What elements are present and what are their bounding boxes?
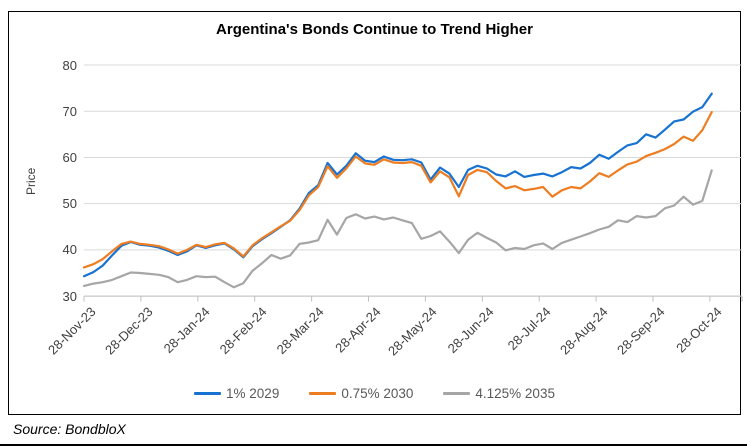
- y-tick-label: 30: [62, 288, 77, 304]
- legend-line-swatch: [194, 392, 222, 395]
- legend-line-swatch: [443, 392, 471, 395]
- y-tick-label: 60: [62, 149, 77, 165]
- legend-item: 4.125% 2035: [443, 386, 555, 401]
- source-note: Source: BondbloX: [13, 421, 126, 437]
- legend-item: 0.75% 2030: [309, 386, 413, 401]
- legend-label: 0.75% 2030: [341, 386, 414, 401]
- legend: 1% 2029 0.75% 2030 4.125% 2035: [9, 386, 740, 401]
- chart-title: Argentina's Bonds Continue to Trend High…: [216, 21, 533, 38]
- y-axis-title: Price: [24, 167, 38, 195]
- y-tick-label: 70: [62, 103, 77, 119]
- y-tick-label: 50: [62, 196, 77, 212]
- chart-border-box: Argentina's Bonds Continue to Trend High…: [8, 11, 741, 415]
- bottom-divider: [0, 444, 747, 446]
- legend-line-swatch: [309, 392, 337, 395]
- y-tick-label: 80: [62, 57, 77, 73]
- legend-label: 1% 2029: [226, 386, 280, 401]
- legend-label: 4.125% 2035: [475, 386, 555, 401]
- y-tick-label: 40: [62, 242, 77, 258]
- legend-item: 1% 2029: [194, 386, 279, 401]
